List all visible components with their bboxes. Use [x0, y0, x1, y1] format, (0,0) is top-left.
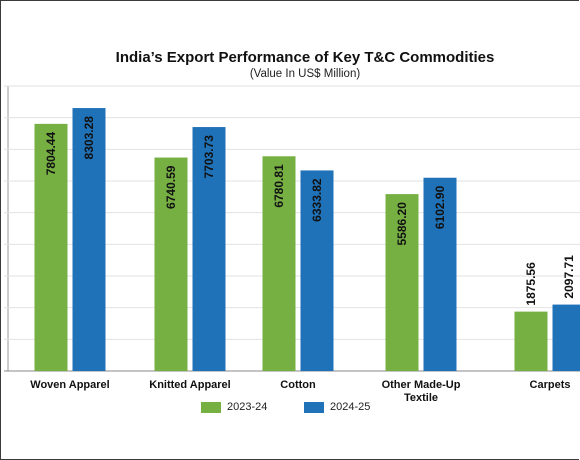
legend-label-series-1: 2023-24 — [227, 401, 268, 413]
data-label-2-5: 2097.71 — [562, 255, 576, 299]
chart-legend: 2023-24 2024-25 — [0, 399, 580, 415]
data-label-1-2: 6740.59 — [164, 165, 178, 209]
bar-1-4 — [385, 194, 419, 371]
x-tick-label: Woven Apparel — [30, 379, 109, 391]
bar-1-2 — [154, 157, 188, 371]
bar-2-2 — [192, 127, 226, 371]
bar-2-3 — [300, 170, 334, 371]
legend-swatch-series-1 — [201, 401, 221, 413]
bar-2-5 — [552, 304, 580, 371]
data-label-1-5: 1875.56 — [524, 262, 538, 306]
data-label-2-4: 6102.90 — [433, 185, 447, 229]
legend-item-series-1: 2023-24 — [201, 399, 267, 415]
bar-2-1 — [72, 108, 106, 371]
data-label-2-2: 7703.73 — [202, 135, 216, 179]
data-label-1-1: 7804.44 — [44, 132, 58, 176]
legend-swatch-series-2 — [304, 401, 324, 413]
legend-item-series-2: 2024-25 — [304, 399, 370, 415]
x-tick-label: Carpets — [530, 379, 571, 391]
x-tick-label: Knitted Apparel — [149, 379, 231, 391]
x-tick-label: Cotton — [280, 379, 316, 391]
chart-subtitle: (Value In US$ Million) — [249, 68, 361, 80]
data-label-2-3: 6333.82 — [310, 178, 324, 222]
data-label-1-4: 5586.20 — [395, 202, 409, 246]
chart-title: India’s Export Performance of Key T&C Co… — [115, 49, 495, 66]
legend-label-series-2: 2024-25 — [330, 401, 371, 413]
x-tick-label: Textile — [404, 392, 438, 404]
bar-1-5 — [514, 311, 548, 371]
data-label-2-1: 8303.28 — [82, 116, 96, 160]
bar-1-3 — [262, 156, 296, 371]
data-label-1-3: 6780.81 — [272, 164, 286, 208]
bar-2-4 — [423, 177, 457, 371]
bar-1-1 — [34, 123, 68, 371]
x-tick-label: Other Made-Up — [382, 379, 461, 391]
